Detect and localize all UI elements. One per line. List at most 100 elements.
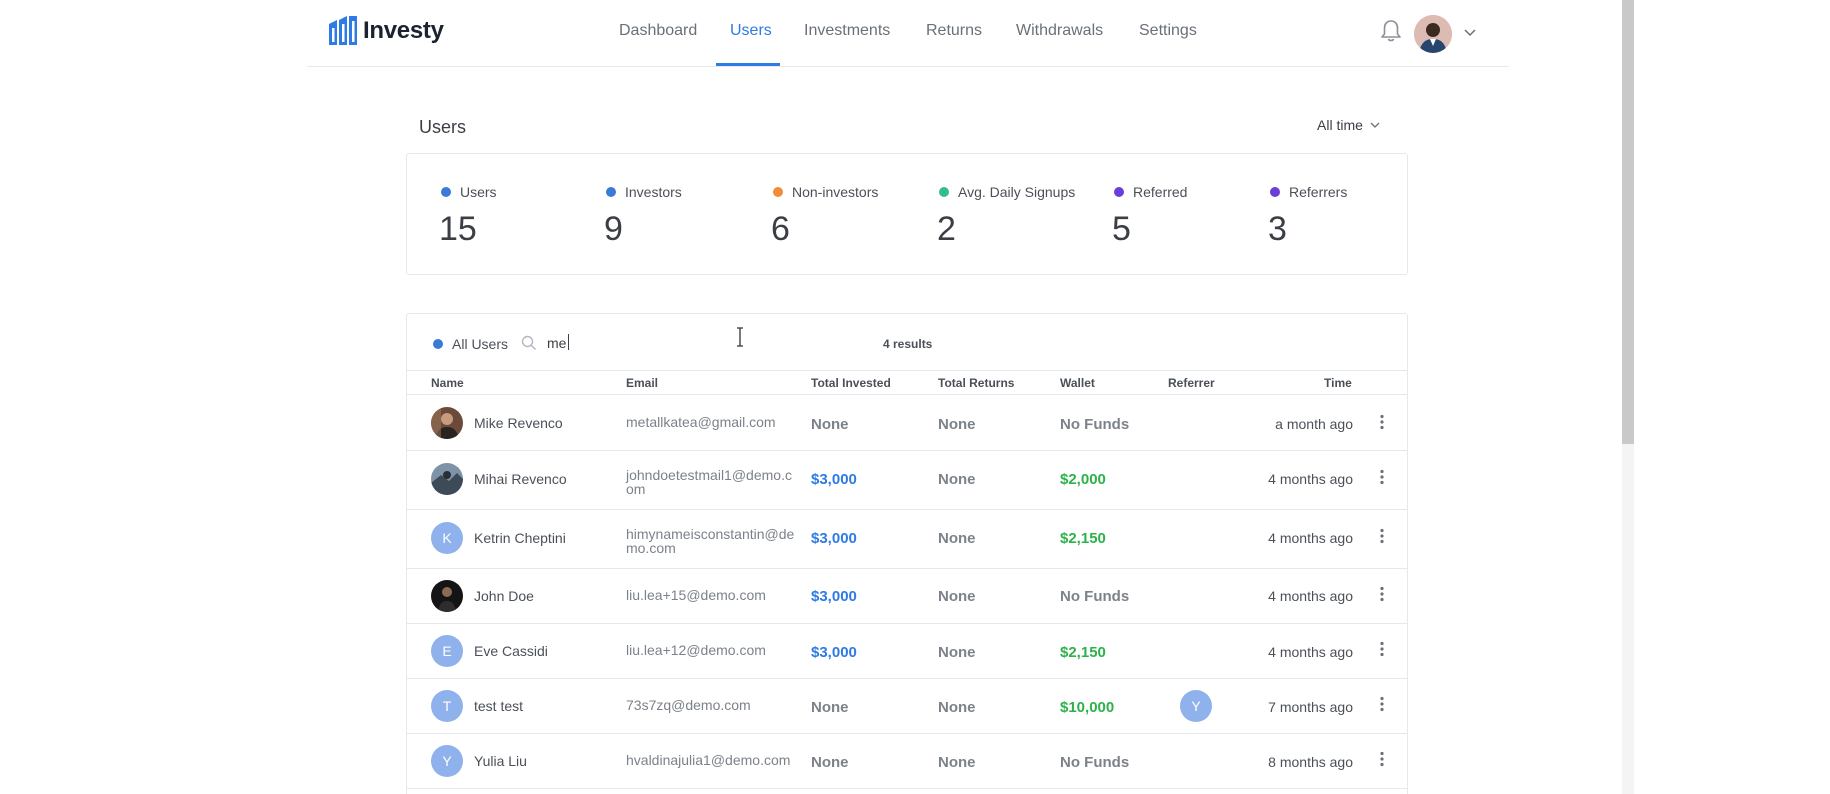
bell-icon[interactable] [1380,19,1402,43]
stat-label: Avg. Daily Signups [958,184,1076,200]
col-total-returns[interactable]: Total Returns [938,376,1015,390]
time: 4 months ago [1268,644,1353,660]
time: 4 months ago [1268,530,1353,546]
stat-dot [606,187,616,197]
users-table-card: All Users 4 results Name Email Total Inv… [406,313,1408,794]
table-row[interactable]: T test test 73s7zq@demo.com None None $1… [407,679,1407,734]
more-vertical-icon[interactable] [1379,751,1385,767]
total-invested: None [811,754,849,771]
total-returns: None [938,644,976,661]
table-row[interactable]: K Ketrin Cheptini himynameisconstantin@d… [407,510,1407,569]
results-count: 4 results [883,337,933,351]
user-email: liu.lea+12@demo.com [626,642,766,658]
referrer-avatar[interactable]: Y [1180,690,1212,722]
filter-label: All Users [452,336,509,352]
more-vertical-icon[interactable] [1379,641,1385,657]
nav-dashboard[interactable]: Dashboard [619,22,698,39]
search-icon [521,335,536,350]
total-invested: $3,000 [811,530,857,547]
user-email: metallkatea@gmail.com [626,414,776,430]
logo-icon [329,16,357,45]
more-vertical-icon[interactable] [1379,469,1385,485]
total-returns: None [938,699,976,716]
wallet: No Funds [1060,416,1130,433]
logo[interactable]: Investy [327,15,444,47]
stat-value: 9 [604,210,623,248]
total-invested: $3,000 [811,471,857,488]
table-row[interactable]: John Doe liu.lea+15@demo.com $3,000 None… [407,569,1407,624]
col-name[interactable]: Name [431,376,464,390]
table-row[interactable]: Mike Revenco metallkatea@gmail.com None … [407,396,1407,451]
filter-dot [433,339,443,349]
table-row[interactable]: E Eve Cassidi liu.lea+12@demo.com $3,000… [407,624,1407,679]
avatar: K [431,522,463,554]
more-vertical-icon[interactable] [1379,414,1385,430]
stat-value: 6 [771,210,790,248]
chevron-down-icon[interactable] [1462,24,1478,40]
wallet: $2,150 [1060,530,1106,547]
user-name[interactable]: Mihai Revenco [474,471,567,487]
page-scrollbar-thumb[interactable] [1622,0,1634,444]
nav-settings[interactable]: Settings [1139,22,1197,39]
col-referrer[interactable]: Referrer [1168,376,1215,390]
table-header: Name Email Total Invested Total Returns … [407,371,1407,395]
avatar: E [431,635,463,667]
table-row[interactable]: Y Yulia Liu hvaldinajulia1@demo.com None… [407,734,1407,789]
time: a month ago [1275,416,1353,432]
wallet: $10,000 [1060,699,1115,716]
col-total-invested[interactable]: Total Invested [811,376,891,390]
page-title: Users [419,117,467,137]
more-vertical-icon[interactable] [1379,586,1385,602]
user-name[interactable]: Eve Cassidi [474,643,548,659]
stat-value: 2 [937,210,956,248]
stat-dot [939,187,949,197]
nav-returns[interactable]: Returns [926,22,983,39]
all-users-filter[interactable]: All Users [433,336,508,352]
col-time[interactable]: Time [1324,376,1352,390]
total-returns: None [938,588,976,605]
user-email: johndoetestmail1@demo.com [626,467,792,497]
more-vertical-icon[interactable] [1379,528,1385,544]
user-name[interactable]: test test [474,698,524,714]
user-name[interactable]: Ketrin Cheptini [474,530,566,546]
time-filter-label: All time [1317,117,1363,133]
user-name[interactable]: Mike Revenco [474,415,563,431]
table-row[interactable]: Mihai Revenco johndoetestmail1@demo.com … [407,451,1407,510]
user-email: 73s7zq@demo.com [626,697,751,713]
user-avatar-photo-icon [1414,15,1452,53]
col-wallet[interactable]: Wallet [1060,376,1095,390]
text-cursor-icon [737,327,743,347]
user-email: liu.lea+15@demo.com [626,587,766,603]
user-name[interactable]: Yulia Liu [474,753,527,769]
nav-investments[interactable]: Investments [804,22,891,39]
time: 4 months ago [1268,588,1353,604]
user-avatar[interactable] [1414,15,1452,53]
stat-label: Referrers [1289,184,1348,200]
stat-non-investors: Non-investors 6 [771,184,878,249]
total-returns: None [938,416,976,433]
stat-investors: Investors 9 [604,184,682,249]
total-invested: $3,000 [811,588,857,605]
table-toolbar: All Users 4 results [407,314,1407,371]
chevron-down-icon [1370,122,1380,128]
top-header: Investy Dashboard Users Investments Retu… [307,0,1509,67]
user-photo-icon [431,463,463,495]
avatar [431,407,463,439]
avatar [431,463,463,495]
stat-avg-daily-signups: Avg. Daily Signups 2 [937,184,1076,249]
col-email[interactable]: Email [626,376,659,390]
search-input[interactable] [547,332,797,354]
time-filter-dropdown[interactable]: All time [1317,117,1381,133]
stat-dot [773,187,783,197]
stat-label: Referred [1133,184,1188,200]
nav-users[interactable]: Users [730,22,772,39]
stat-referred: Referred 5 [1112,184,1188,249]
total-returns: None [938,471,976,488]
total-invested: None [811,699,849,716]
nav-active-indicator [716,63,780,66]
avatar [431,580,463,612]
more-vertical-icon[interactable] [1379,696,1385,712]
stat-value: 3 [1268,210,1287,248]
user-name[interactable]: John Doe [474,588,534,604]
nav-withdrawals[interactable]: Withdrawals [1016,22,1104,39]
